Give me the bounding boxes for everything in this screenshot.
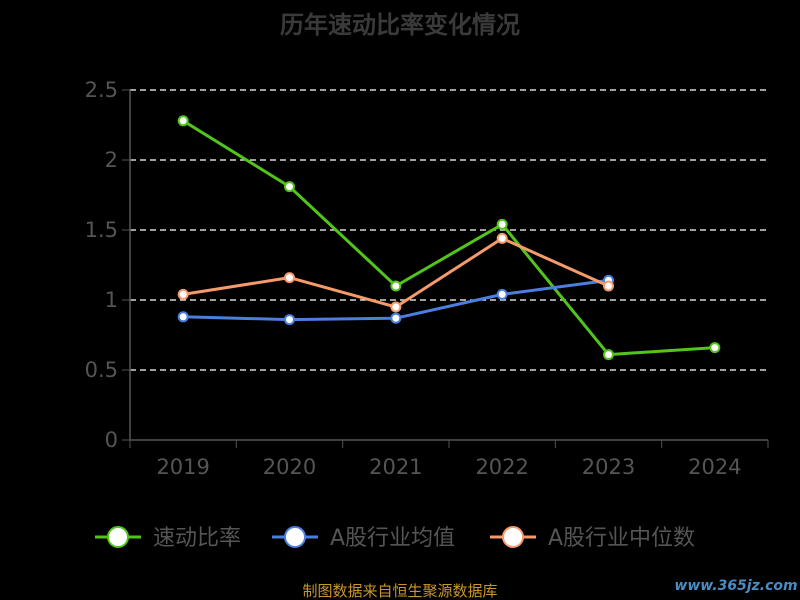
data-point[interactable] — [177, 288, 189, 300]
data-point[interactable] — [390, 312, 402, 324]
y-tick-label: 0.5 — [85, 358, 118, 382]
series-layer — [177, 115, 721, 361]
legend-label: 速动比率 — [153, 526, 241, 551]
grid — [130, 89, 768, 371]
legend[interactable]: 速动比率 A股行业均值 A股行业中位数 — [95, 526, 695, 551]
source-note: 制图数据来自恒生聚源数据库 — [302, 582, 497, 600]
axes: 0 0.5 1 1.5 2 2.5 2019 2020 2021 2022 2023 2024 — [85, 78, 769, 479]
series-line — [182, 119, 715, 357]
legend-item[interactable]: 速动比率 — [95, 526, 241, 551]
data-point[interactable] — [709, 342, 721, 354]
data-point[interactable] — [603, 280, 614, 292]
data-point[interactable] — [390, 280, 402, 292]
data-point[interactable] — [496, 218, 508, 230]
x-tick-label: 2022 — [475, 455, 528, 479]
x-tick-label: 2019 — [156, 455, 209, 479]
x-tick-label: 2020 — [263, 455, 316, 479]
y-tick-label: 1.5 — [85, 218, 118, 242]
y-tick-label: 2.5 — [85, 78, 118, 102]
legend-label: A股行业均值 — [330, 526, 455, 551]
legend-marker — [284, 526, 306, 548]
legend-item[interactable]: A股行业中位数 — [490, 526, 695, 551]
data-point[interactable] — [390, 301, 402, 313]
y-tick-label: 0 — [105, 428, 118, 452]
series-line — [182, 236, 610, 309]
legend-marker — [107, 526, 129, 548]
y-tick-label: 1 — [105, 288, 118, 312]
legend-label: A股行业中位数 — [548, 526, 695, 551]
y-tick-label: 2 — [105, 148, 118, 172]
data-point[interactable] — [284, 314, 295, 326]
watermark: www.365jz.com — [674, 578, 797, 594]
data-point[interactable] — [496, 232, 508, 244]
data-point[interactable] — [284, 272, 295, 284]
data-point[interactable] — [603, 349, 614, 361]
series-2 — [177, 232, 614, 313]
series-1 — [177, 274, 614, 326]
x-tick-label: 2023 — [582, 455, 635, 479]
legend-item[interactable]: A股行业均值 — [272, 526, 455, 551]
data-point[interactable] — [177, 115, 189, 127]
chart-title: 历年速动比率变化情况 — [280, 11, 520, 39]
data-point[interactable] — [284, 181, 295, 193]
data-point[interactable] — [177, 311, 189, 323]
legend-marker — [502, 526, 524, 548]
series-0 — [177, 115, 721, 361]
x-tick-label: 2024 — [688, 455, 741, 479]
x-tick-label: 2021 — [369, 455, 422, 479]
data-point[interactable] — [496, 288, 508, 300]
